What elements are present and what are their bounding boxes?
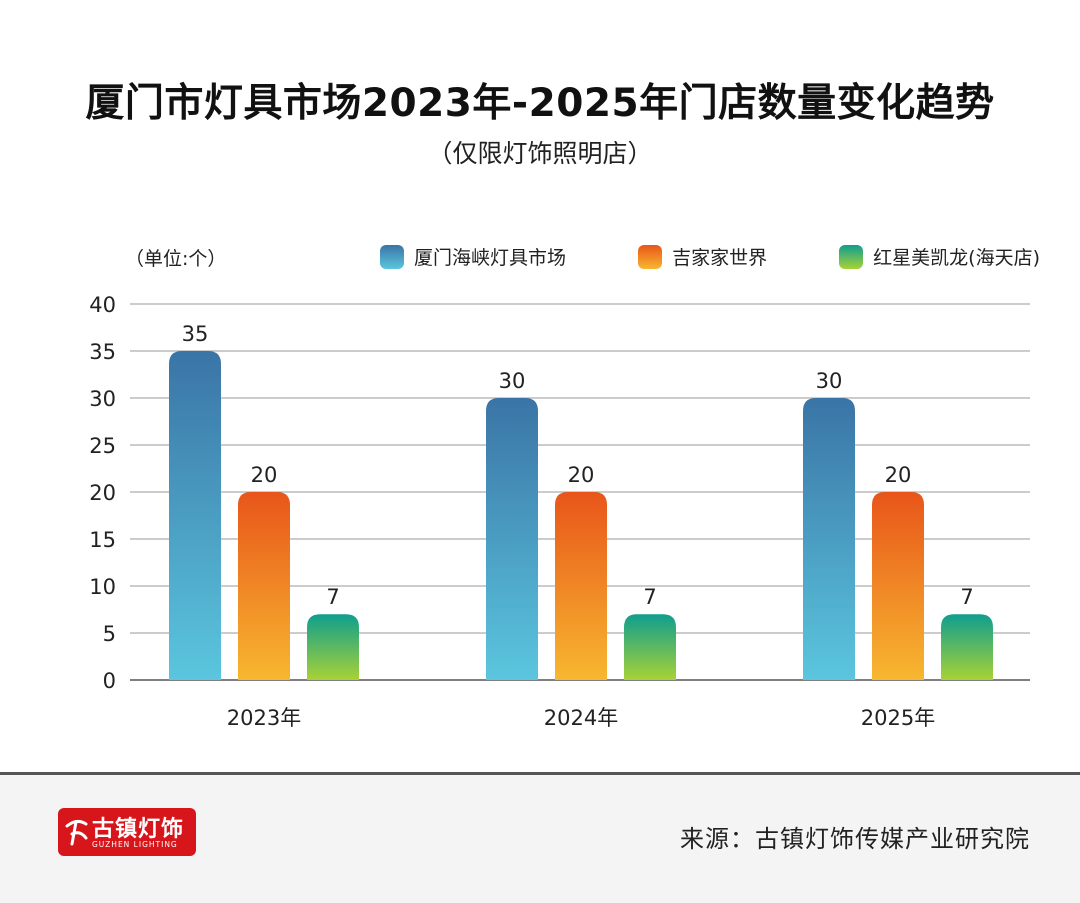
x-tick-label: 2024年 xyxy=(544,706,618,730)
legend-swatch-green xyxy=(839,244,864,269)
legend-item-jijia: 吉家家世界 xyxy=(638,243,767,270)
x-tick-label: 2025年 xyxy=(861,706,935,730)
data-label: 7 xyxy=(326,585,339,609)
bar xyxy=(624,614,676,680)
y-tick-label: 5 xyxy=(103,622,116,646)
legend-item-hongxing: 红星美凯龙(海天店) xyxy=(839,243,1040,270)
data-label: 30 xyxy=(816,369,843,393)
legend-label: 吉家家世界 xyxy=(672,247,768,269)
legend-swatch-blue xyxy=(380,244,404,269)
data-label: 20 xyxy=(251,463,278,487)
x-tick-label: 2023年 xyxy=(227,706,301,730)
y-tick-label: 35 xyxy=(89,340,116,364)
brand-logo: 古镇灯饰 GUZHEN LIGHTING xyxy=(58,808,196,856)
data-label: 20 xyxy=(885,463,912,487)
source-note: 来源：古镇灯饰传媒产业研究院 xyxy=(680,825,1030,853)
legend: 厦门海峡灯具市场 吉家家世界 红星美凯龙(海天店) xyxy=(380,243,1040,270)
data-label: 7 xyxy=(643,585,656,609)
chart-title: 厦门市灯具市场2023年-2025年门店数量变化趋势 xyxy=(85,81,995,126)
chart-subtitle: （仅限灯饰照明店） xyxy=(427,139,653,168)
unit-label: （单位:个） xyxy=(125,248,227,270)
y-tick-label: 15 xyxy=(89,528,116,552)
y-tick-label: 0 xyxy=(103,669,116,693)
logo-mark-icon xyxy=(65,819,88,846)
bar-chart: 0 5 10 15 20 25 30 35 40 35 20 7 2023年 30 20 7 2024年 30 20… xyxy=(89,293,1030,730)
data-label: 35 xyxy=(182,322,209,346)
legend-label: 厦门海峡灯具市场 xyxy=(414,247,567,269)
bar xyxy=(803,398,855,680)
data-label: 20 xyxy=(568,463,595,487)
bar xyxy=(872,492,924,680)
y-tick-label: 20 xyxy=(89,481,116,505)
y-tick-label: 10 xyxy=(89,575,116,599)
bar xyxy=(555,492,607,680)
data-label: 7 xyxy=(960,585,973,609)
y-tick-label: 40 xyxy=(89,293,116,317)
y-tick-label: 30 xyxy=(89,387,116,411)
y-tick-label: 25 xyxy=(89,434,116,458)
logo-text: 古镇灯饰 xyxy=(92,816,185,842)
bar xyxy=(238,492,290,680)
data-label: 30 xyxy=(499,369,526,393)
legend-item-xiamen-haixia: 厦门海峡灯具市场 xyxy=(380,243,566,270)
bar xyxy=(307,614,359,680)
legend-swatch-orange xyxy=(638,244,663,269)
logo-subtext: GUZHEN LIGHTING xyxy=(92,840,178,849)
bar xyxy=(169,351,221,680)
bar xyxy=(486,398,538,680)
footer: 古镇灯饰 GUZHEN LIGHTING 来源：古镇灯饰传媒产业研究院 xyxy=(0,772,1080,903)
legend-label: 红星美凯龙(海天店) xyxy=(873,247,1040,269)
bar xyxy=(941,614,993,680)
